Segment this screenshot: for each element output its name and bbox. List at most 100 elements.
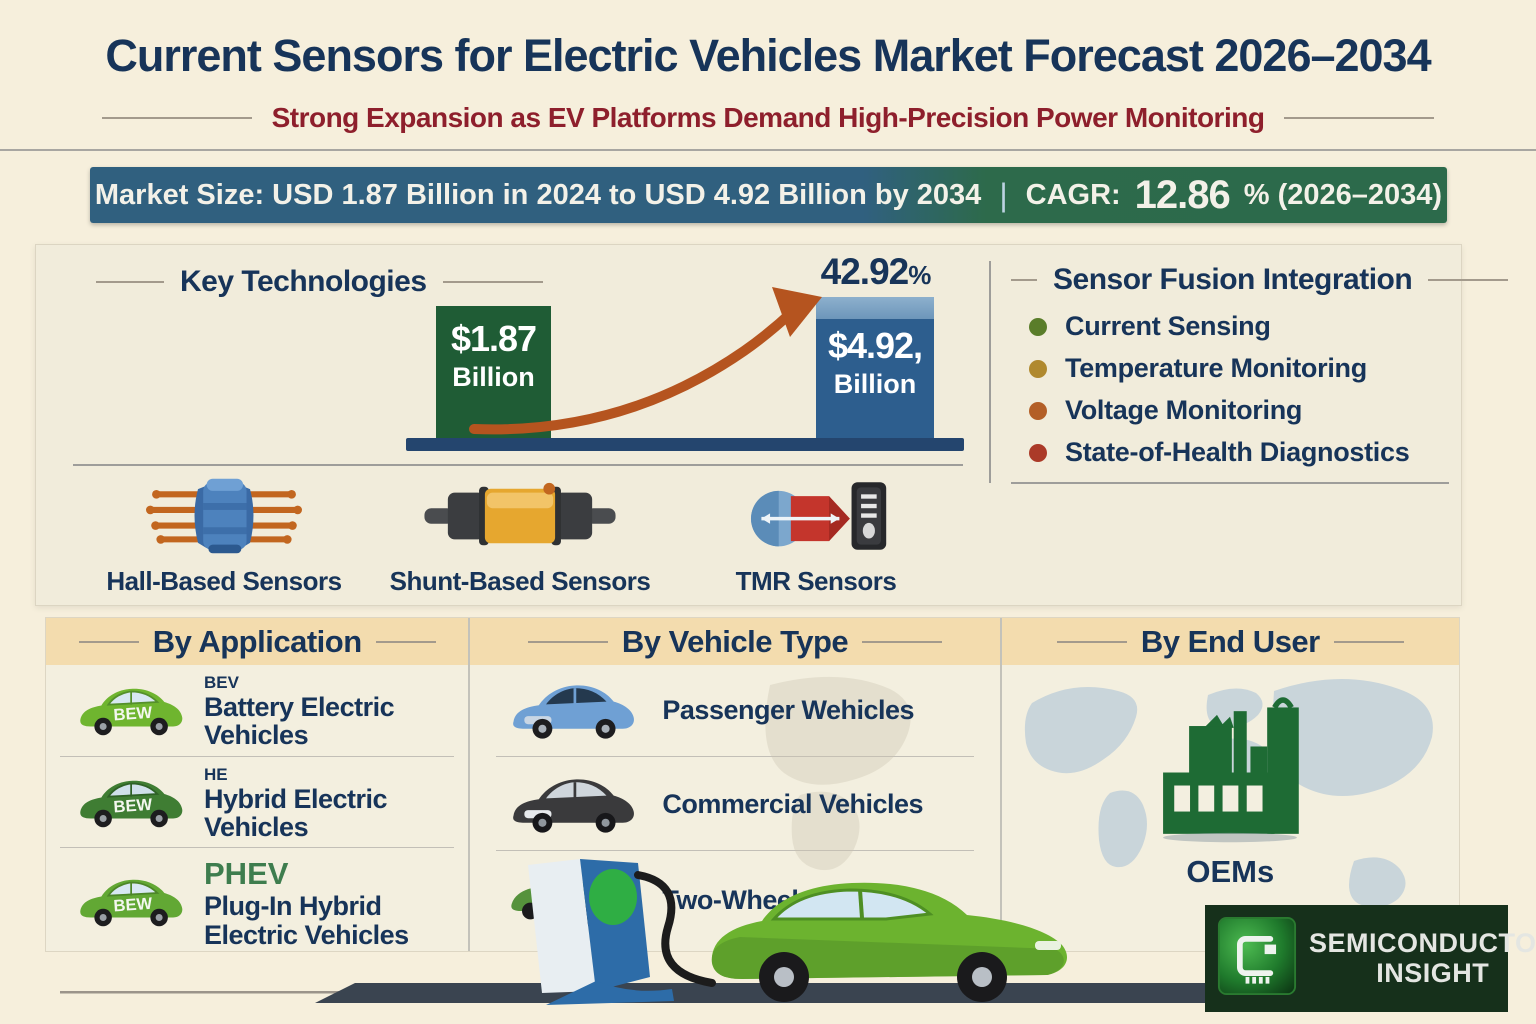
application-item-hev: BEW HE Hybrid Electric Vehicles [46, 757, 468, 848]
bar-2024-value: $1.87 [450, 318, 537, 359]
heading-line [527, 640, 608, 643]
market-size-text: Market Size: USD 1.87 Billion in 2024 to… [94, 178, 982, 211]
page-subtitle: Strong Expansion as EV Platforms Demand … [271, 102, 1265, 133]
fusion-item-label: Current Sensing [1065, 311, 1271, 341]
subtitle-row: Strong Expansion as EV Platforms Demand … [0, 102, 1536, 134]
by-vehicle-type-heading: By Vehicle Type [470, 618, 1000, 665]
bar-2024: $1.87 Billion [436, 306, 551, 445]
sensor-types-row: Hall-Based Sensors Sh [76, 477, 966, 597]
sensor-fusion-list: Current Sensing Temperature Monitoring V… [1011, 311, 1459, 468]
application-item-bev: BEW BEV Battery Electric Vehicles [46, 665, 468, 756]
growth-annotation: 42.92% [793, 251, 958, 293]
vehicle-type-label: Commercial Vehicles [662, 789, 924, 819]
heading-line [78, 640, 139, 643]
application-code: PHEV [204, 856, 289, 892]
page-title: Current Sensors for Electric Vehicles Ma… [105, 30, 1431, 81]
panel-vertical-divider [989, 261, 991, 483]
list-item: Temperature Monitoring [1029, 353, 1459, 384]
subtitle-left-line [101, 117, 252, 119]
row-divider [496, 850, 974, 851]
segments-panel: By Application BEW BEV Battery [45, 617, 1460, 952]
cagr-value: 12.86 [1134, 172, 1231, 217]
growth-arrow-icon [466, 285, 826, 445]
chip-logo-icon [1217, 916, 1297, 1001]
cagr-range: % (2026–2034) [1243, 178, 1443, 211]
faint-map-background [470, 665, 999, 951]
heading-line [442, 281, 543, 283]
application-code: BEV [204, 673, 239, 692]
sensor-fusion-title: Sensor Fusion Integration [1053, 263, 1413, 296]
key-technologies-panel: Key Technologies $1.87 Billion 42.92% $4… [35, 244, 1509, 606]
by-vehicle-type-title: By Vehicle Type [621, 623, 849, 659]
cagr-label: CAGR: [1025, 178, 1121, 211]
by-vehicle-type-column: By Vehicle Type [468, 618, 1002, 951]
vehicle-type-label: Two-Wheelers [662, 885, 838, 915]
by-end-user-title: By End User [1140, 623, 1320, 659]
vehicle-type-label: Passenger Wehicles [662, 695, 915, 725]
shunt-sensor-icon [420, 477, 620, 560]
fusion-item-label: Temperature Monitoring [1065, 353, 1367, 383]
by-application-title: By Application [152, 623, 362, 659]
brand-logo: SEMICONDUCTOR INSIGHT [1205, 905, 1536, 1012]
sensor-type-label: Shunt-Based Sensors [389, 566, 651, 596]
vehicle-type-item-two-wheelers: Two-Wheelers [470, 853, 999, 946]
application-label: Battery Electric Vehicles [204, 692, 395, 751]
bullet-icon [1029, 359, 1047, 378]
bar-2034-cap [816, 297, 934, 319]
two-wheeler-icon [504, 859, 644, 942]
heading-line [96, 281, 164, 283]
tmr-sensor-icon [731, 477, 901, 560]
world-map-graphic [1002, 665, 1459, 951]
list-item: Current Sensing [1029, 311, 1459, 342]
sensor-type-label: Hall-Based Sensors [106, 566, 342, 596]
heading-line [1333, 640, 1404, 643]
application-label: Hybrid Electric Vehicles [204, 783, 388, 843]
brand-name: SEMICONDUCTOR INSIGHT [1309, 929, 1536, 987]
hev-car-icon: BEW [72, 766, 192, 841]
vehicle-type-item-passenger: Passenger Wehicles [470, 665, 999, 754]
bar-2034: $4.92, Billion [816, 297, 934, 445]
key-technologies-title: Key Technologies [180, 265, 427, 298]
row-divider [60, 847, 455, 849]
svg-text:BEW: BEW [113, 794, 153, 816]
svg-text:BEW: BEW [113, 703, 153, 725]
vehicle-type-item-commercial: Commercial Vehicles [470, 759, 999, 848]
sensor-type-shunt: Shunt-Based Sensors [372, 477, 668, 597]
by-end-user-heading: By End User [1001, 618, 1459, 665]
header-divider [0, 149, 1536, 151]
bullet-icon [1029, 443, 1047, 462]
sensor-type-hall: Hall-Based Sensors [76, 477, 372, 597]
bullet-icon [1029, 317, 1047, 336]
heading-line [862, 640, 943, 643]
row-divider [60, 755, 455, 757]
factory-icon [1155, 687, 1305, 850]
growth-value: 42.92 [820, 251, 910, 292]
by-end-user-column: By End User [1001, 618, 1459, 951]
subtitle-right-line [1284, 117, 1435, 119]
sensor-fusion-heading: Sensor Fusion Integration [1011, 263, 1509, 297]
sensor-fusion-divider [1011, 482, 1449, 484]
heading-line [1011, 279, 1037, 281]
bar-2034-unit: Billion [833, 369, 917, 399]
by-application-heading: By Application [46, 618, 469, 665]
heading-line [1056, 640, 1127, 643]
row-divider [496, 756, 974, 757]
passenger-car-icon [504, 671, 644, 750]
fusion-item-label: Voltage Monitoring [1065, 395, 1303, 425]
application-label: Plug-In Hybrid Electric Vehicles [204, 891, 409, 950]
sensor-type-tmr: TMR Sensors [668, 477, 964, 597]
fusion-item-label: State-of-Health Diagnostics [1065, 437, 1410, 467]
chart-baseline [406, 438, 964, 451]
heading-line [1428, 279, 1509, 281]
key-technologies-divider [73, 464, 963, 466]
brand-name-line1: SEMICONDUCTOR [1309, 928, 1536, 959]
market-size-banner: Market Size: USD 1.87 Billion in 2024 to… [90, 167, 1447, 223]
bar-2034-value: $4.92, [827, 325, 923, 366]
hall-sensor-icon [134, 477, 314, 560]
bev-car-icon: BEW [72, 674, 192, 749]
sensor-type-label: TMR Sensors [735, 566, 897, 596]
end-user-label: OEMs [1186, 854, 1275, 889]
svg-text:BEW: BEW [113, 894, 153, 916]
brand-name-line2: INSIGHT [1376, 957, 1490, 988]
